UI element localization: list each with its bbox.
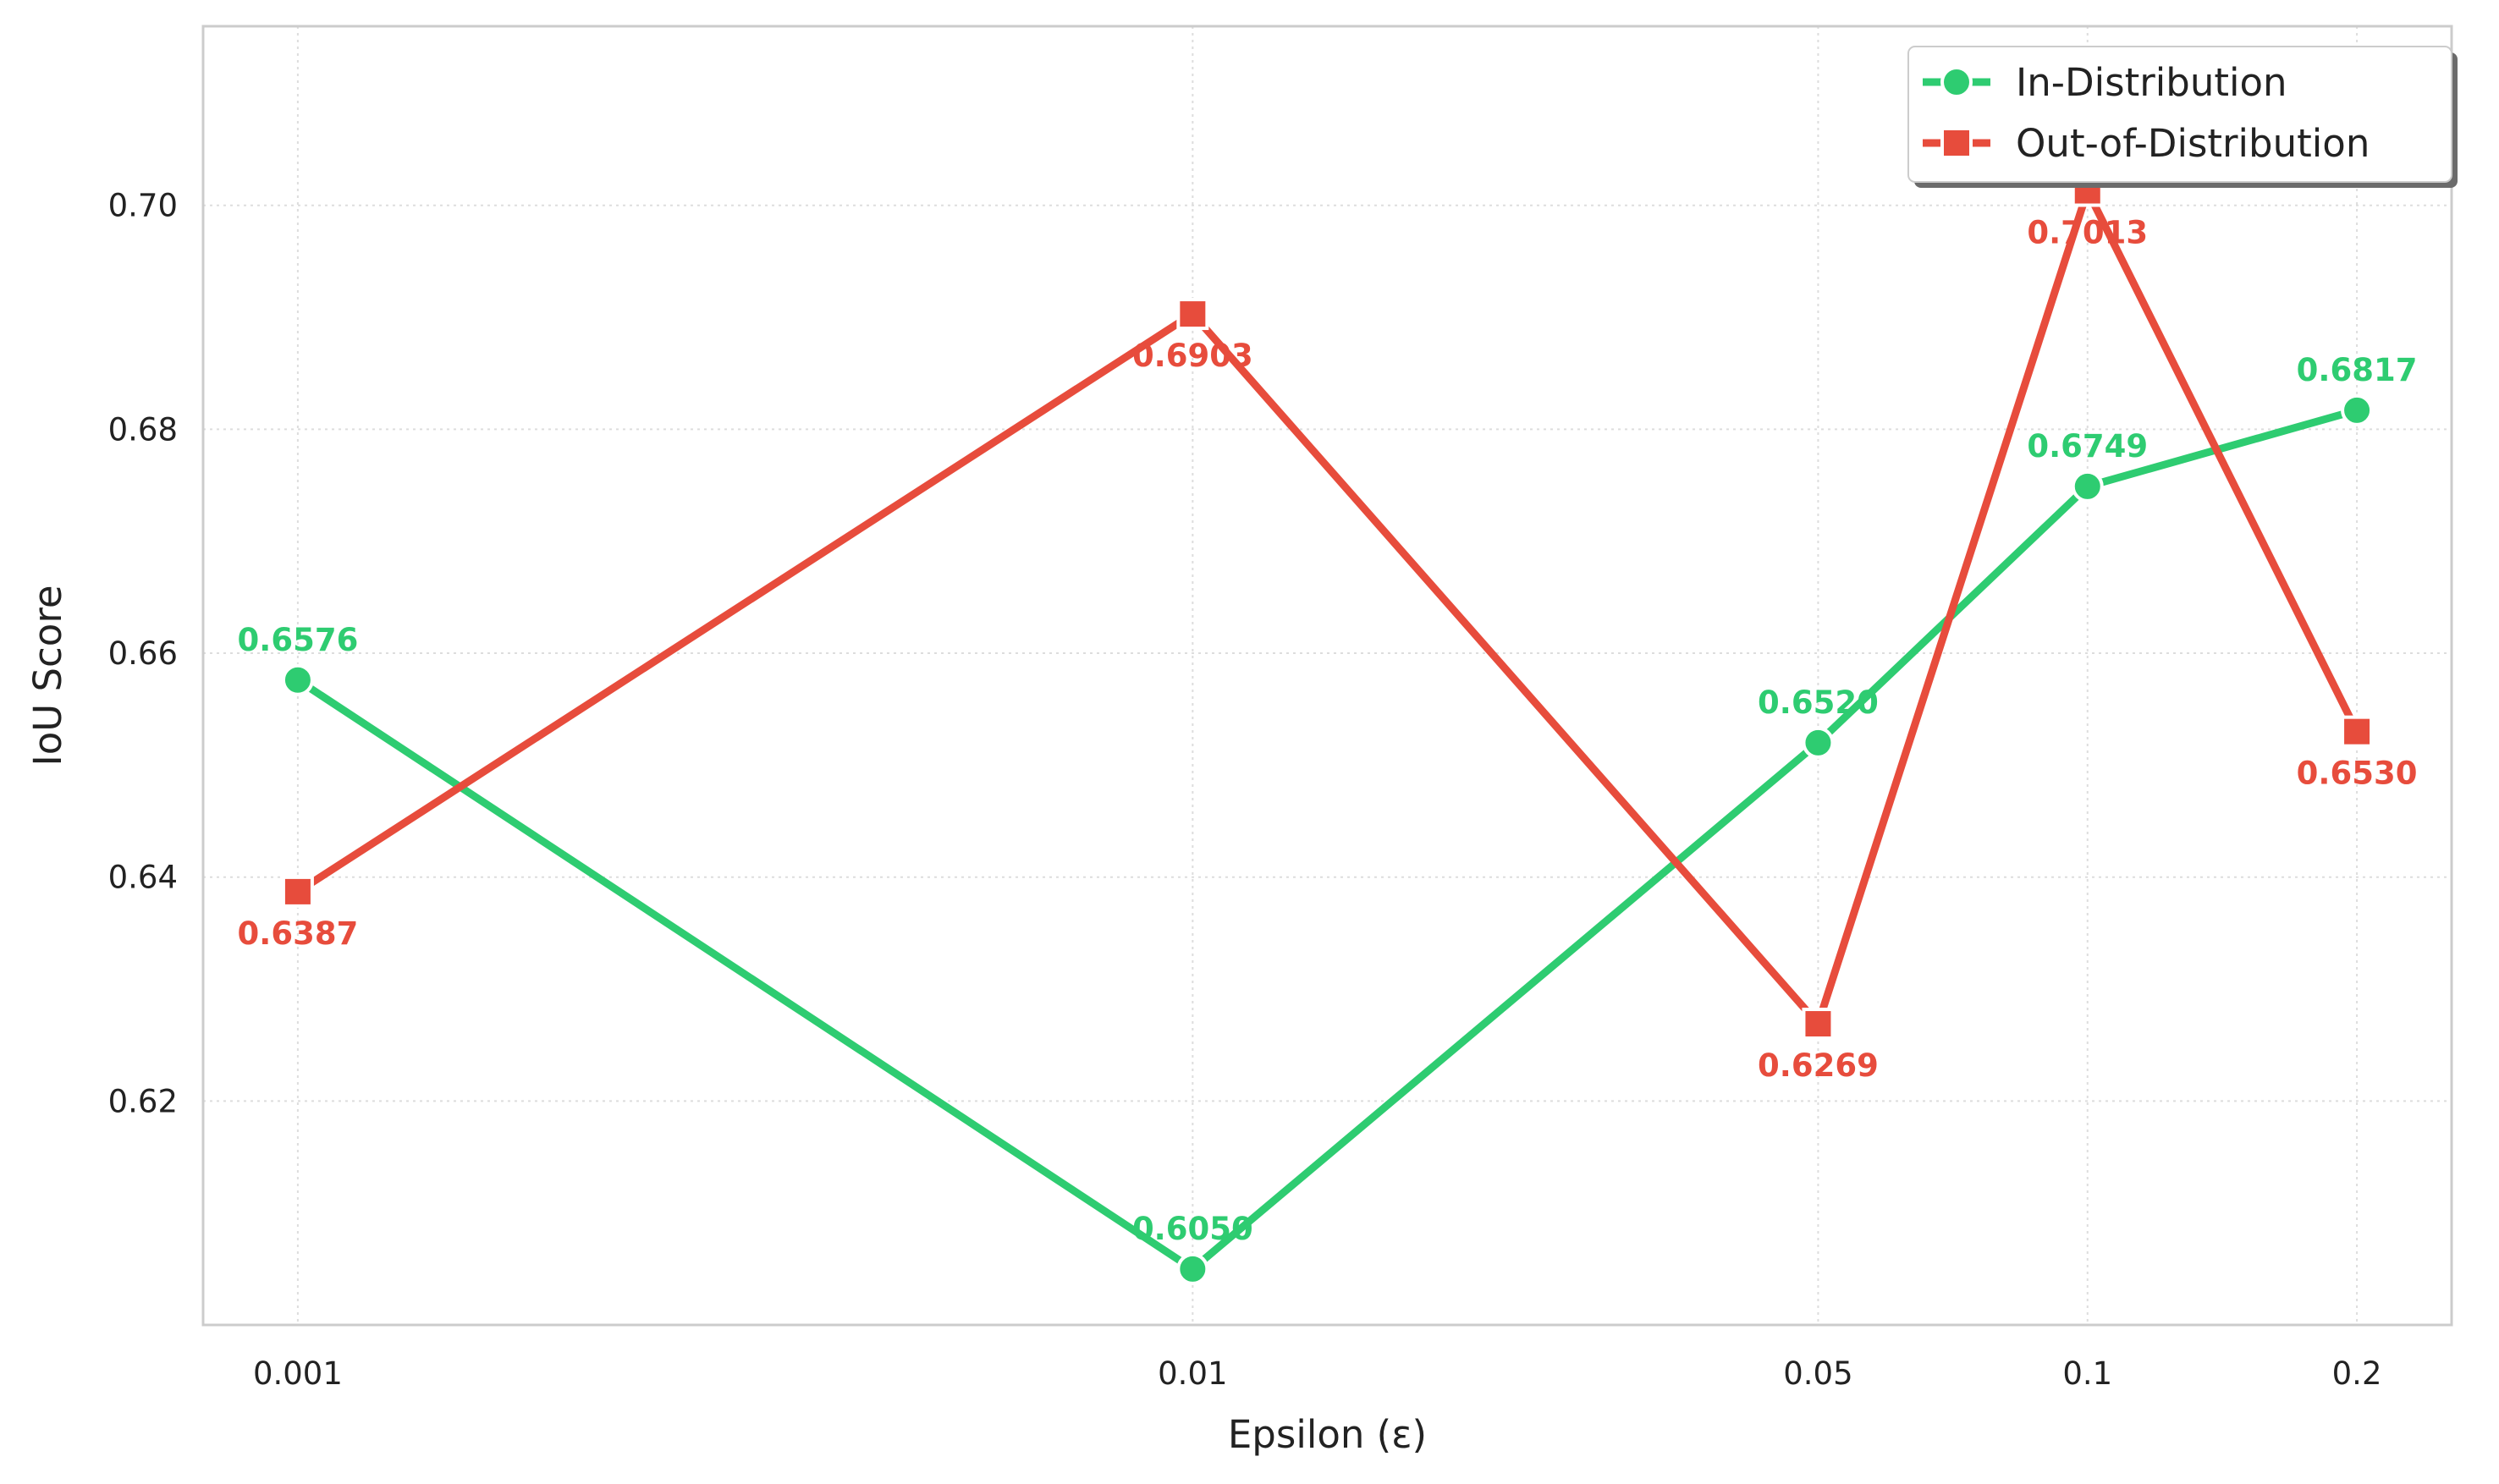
data-point (2341, 393, 2374, 426)
x-tick-label: 0.01 (1158, 1355, 1227, 1392)
x-tick-label: 0.2 (2332, 1355, 2382, 1392)
data-point (1802, 726, 1835, 759)
series-line-in-distribution (294, 406, 2361, 1273)
data-point (1802, 1008, 1835, 1041)
series-in-distribution (281, 393, 2374, 1285)
x-axis-ticks: 0.001 0.01 0.05 0.1 0.2 (253, 1355, 2382, 1392)
data-label: 0.6387 (238, 915, 359, 952)
data-label: 0.6817 (2297, 352, 2418, 388)
legend-item-out-of-distribution: Out-of-Distribution (1923, 121, 2370, 166)
y-tick-label: 0.64 (108, 860, 178, 896)
y-tick-label: 0.70 (108, 188, 178, 224)
data-label: 0.6269 (1758, 1047, 1879, 1084)
series-out-of-distribution (281, 174, 2374, 1041)
y-tick-label: 0.68 (108, 411, 178, 448)
x-tick-label: 0.001 (253, 1355, 343, 1392)
legend-label-out-of-distribution: Out-of-Distribution (2016, 121, 2370, 166)
grid-lines (203, 26, 2452, 1325)
legend-marker-square-icon (1940, 127, 1973, 159)
data-point (281, 663, 314, 696)
legend-item-in-distribution: In-Distribution (1923, 60, 2287, 105)
data-labels: 0.6576 0.6050 0.6520 0.6749 0.6817 0.6387 0.69… (238, 215, 2418, 1247)
data-point (2071, 470, 2104, 503)
series-group (281, 174, 2374, 1285)
data-label: 0.6520 (1758, 684, 1879, 721)
legend-marker-circle-icon (1940, 66, 1973, 98)
data-label: 0.6749 (2027, 428, 2148, 464)
data-label: 0.6050 (1132, 1211, 1253, 1247)
data-point (1176, 1252, 1209, 1285)
data-label: 0.7013 (2027, 215, 2148, 251)
y-axis-label: IoU Score (25, 585, 70, 766)
y-tick-label: 0.66 (108, 635, 178, 672)
y-axis-ticks: 0.62 0.64 0.66 0.68 0.70 (108, 188, 178, 1120)
y-tick-label: 0.62 (108, 1083, 178, 1119)
legend: In-Distribution Out-of-Distribution (1907, 46, 2458, 188)
data-point (281, 875, 314, 908)
data-label: 0.6576 (238, 622, 359, 658)
data-point (1176, 298, 1209, 331)
x-tick-label: 0.05 (1783, 1355, 1852, 1392)
data-label: 0.6530 (2297, 756, 2418, 792)
x-axis-label: Epsilon (ε) (1228, 1412, 1427, 1457)
plot-area-frame (201, 25, 2453, 1327)
x-tick-label: 0.1 (2062, 1355, 2112, 1392)
data-label: 0.6903 (1132, 338, 1253, 374)
legend-box (1907, 46, 2452, 183)
legend-label-in-distribution: In-Distribution (2016, 60, 2287, 105)
series-line-out-of-distribution (294, 187, 2361, 1028)
data-point (2341, 715, 2374, 748)
